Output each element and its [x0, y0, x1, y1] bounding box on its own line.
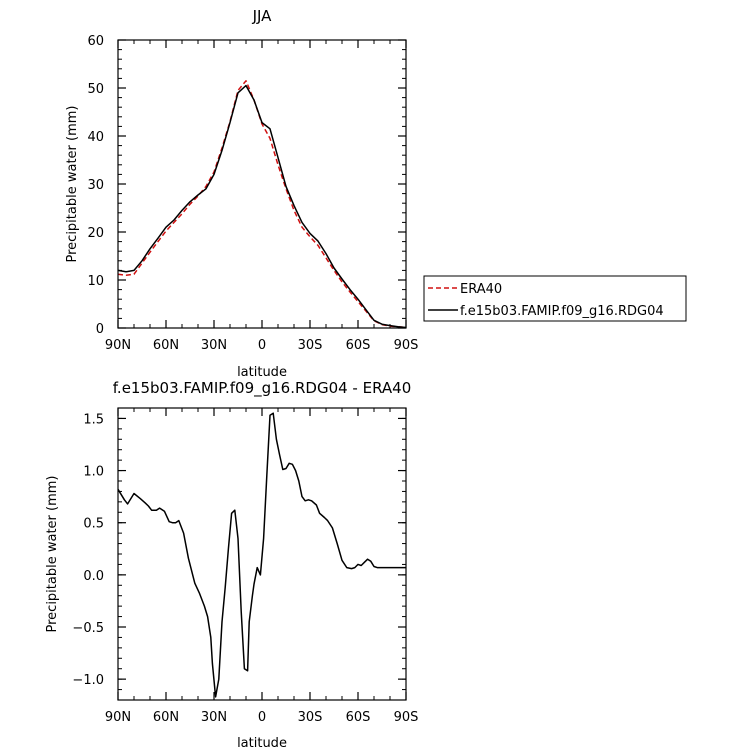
- bottom-y-tick-label: 1.0: [83, 465, 104, 480]
- bottom-x-tick-label: 90S: [394, 710, 419, 725]
- top-panel: JJA 90N 60N 30N 0 30S 60S 90S 0 10 20 30 40 50 60 lat…: [65, 7, 418, 380]
- top-plot-frame: [117, 39, 407, 329]
- top-x-tick-label: 60N: [153, 338, 179, 353]
- top-x-tick-label: 30N: [201, 338, 227, 353]
- top-y-tick-label: 10: [87, 274, 104, 289]
- bottom-y-tick-label: −1.0: [72, 673, 104, 688]
- top-y-tick-label: 0: [96, 322, 104, 337]
- top-series: [117, 80, 407, 329]
- bottom-x-tick-label: 60S: [346, 710, 371, 725]
- top-y-tick-label: 50: [87, 82, 104, 97]
- top-axes: 90N 60N 30N 0 30S 60S 90S 0 10 20 30 40 50 60: [87, 34, 418, 353]
- top-y-axis-label: Precipitable water (mm): [65, 106, 80, 263]
- top-y-tick-label: 60: [87, 34, 104, 49]
- bottom-series: [117, 412, 406, 698]
- top-x-tick-label: 90N: [105, 338, 131, 353]
- top-chart-title: JJA: [252, 7, 273, 25]
- bottom-x-tick-label: 90N: [105, 710, 131, 725]
- bottom-x-tick-label: 0: [258, 710, 266, 725]
- bottom-series-line-0: [117, 412, 406, 698]
- bottom-x-tick-label: 30N: [201, 710, 227, 725]
- bottom-panel: f.e15b03.FAMIP.f09_g16.RDG04 - ERA40 90N…: [45, 379, 418, 751]
- top-y-tick-label: 20: [87, 226, 104, 241]
- top-x-tick-label: 30S: [298, 338, 323, 353]
- bottom-x-axis-label: latitude: [237, 736, 287, 751]
- bottom-y-tick-label: 0.0: [83, 569, 104, 584]
- bottom-plot-frame: [117, 407, 407, 701]
- legend-label-model: f.e15b03.FAMIP.f09_g16.RDG04: [460, 304, 664, 319]
- bottom-y-tick-label: 0.5: [83, 517, 104, 532]
- top-x-tick-label: 60S: [346, 338, 371, 353]
- legend-box: [423, 275, 687, 322]
- bottom-axes: 90N 60N 30N 0 30S 60S 90S −1.0 −0.5 0.0 0.5 1.0 1.5: [72, 407, 419, 725]
- bottom-x-tick-label: 30S: [298, 710, 323, 725]
- top-x-axis-label: latitude: [237, 365, 287, 380]
- top-series-line-1: [117, 84, 407, 329]
- bottom-y-tick-label: 1.5: [83, 412, 104, 427]
- top-y-tick-label: 40: [87, 130, 104, 145]
- bottom-y-tick-label: −0.5: [72, 621, 104, 636]
- legend: ERA40 f.e15b03.FAMIP.f09_g16.RDG04: [423, 275, 687, 322]
- bottom-y-axis-label: Precipitable water (mm): [45, 476, 60, 633]
- legend-label-era40: ERA40: [460, 282, 502, 297]
- bottom-x-tick-label: 60N: [153, 710, 179, 725]
- top-y-tick-label: 30: [87, 178, 104, 193]
- top-series-line-0: [117, 80, 407, 329]
- top-x-tick-label: 0: [258, 338, 266, 353]
- top-x-tick-label: 90S: [394, 338, 419, 353]
- bottom-chart-title: f.e15b03.FAMIP.f09_g16.RDG04 - ERA40: [113, 379, 412, 398]
